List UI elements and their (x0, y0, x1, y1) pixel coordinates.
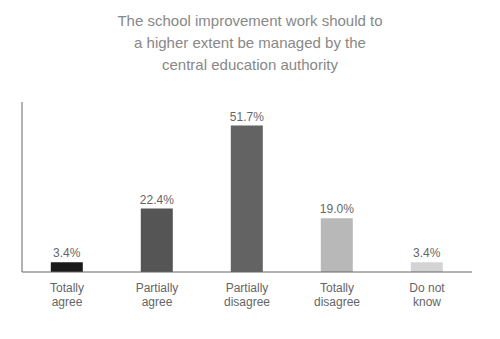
html-text:The school improvement work sh: The school improvement work should to (117, 12, 383, 29)
svg-text:Partiallyagree: Partiallyagree (136, 281, 179, 309)
svg-text:Totallydisagree: Totallydisagree (314, 281, 360, 309)
html-text:a higher extent be managed by: a higher extent be managed by the (134, 34, 366, 51)
svg-text:Do notknow: Do notknow (409, 281, 445, 309)
svg-text:19.0%: 19.0% (320, 202, 354, 216)
svg-text:22.4%: 22.4% (140, 193, 174, 207)
svg-text:3.4%: 3.4% (53, 246, 81, 260)
svg-text:Totallyagree: Totallyagree (50, 281, 84, 309)
svg-text:51.7%: 51.7% (230, 110, 264, 124)
svg-text:3.4%: 3.4% (413, 246, 441, 260)
html-text:central education authority: central education authority (162, 56, 338, 73)
svg-text:Partiallydisagree: Partiallydisagree (224, 281, 270, 309)
